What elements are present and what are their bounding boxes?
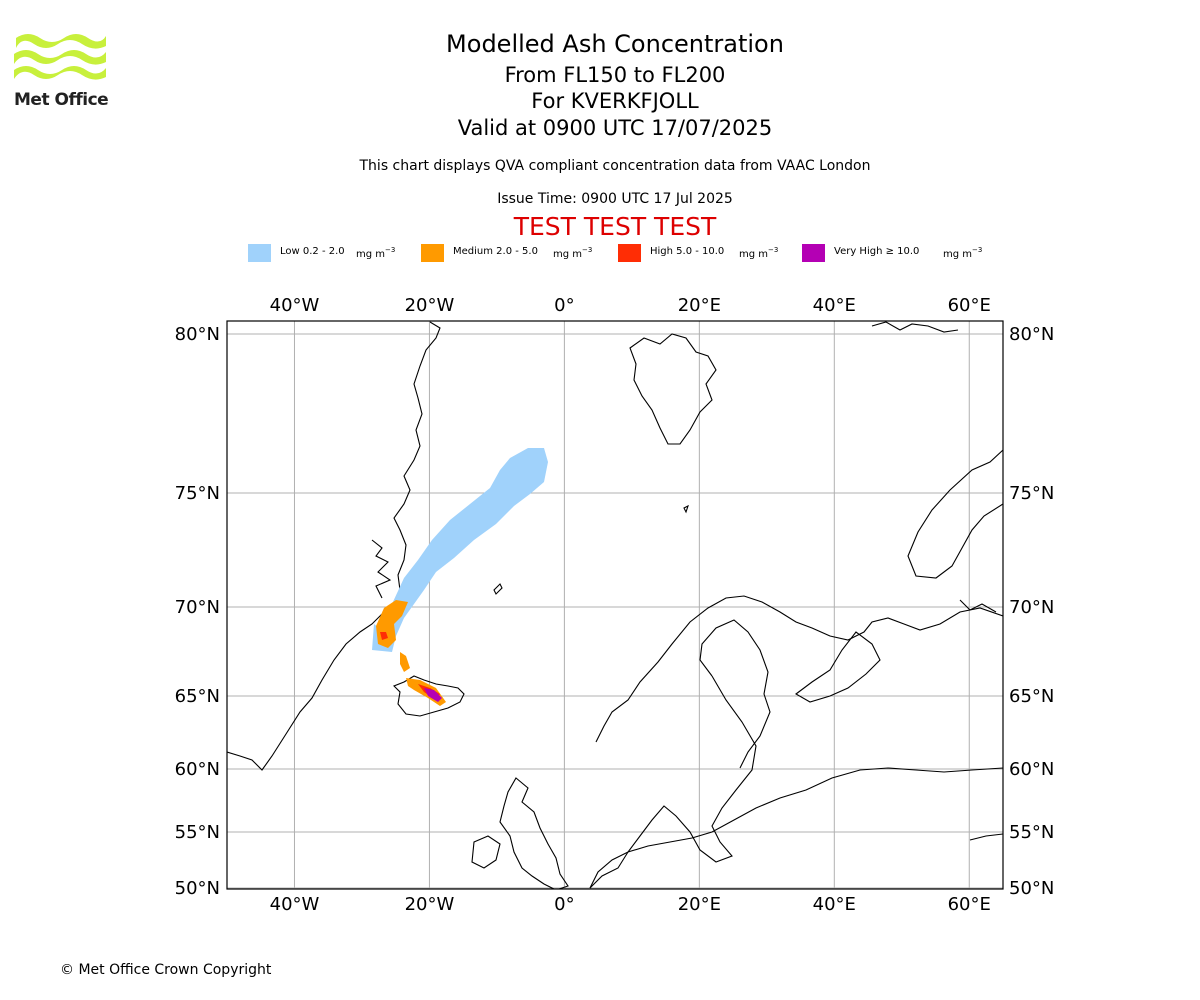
met-office-waves-icon [14, 34, 106, 80]
lat-tick-label-left: 55°N [175, 822, 220, 843]
lat-tick-label-left: 75°N [175, 483, 220, 504]
legend-unit-very-high: mg m−3 [943, 246, 983, 260]
lon-tick-label-top: 20°E [678, 295, 721, 316]
legend-swatch-low [248, 244, 271, 262]
coastline-bear-island [683, 504, 689, 514]
axis-labels: 40°W 40°W 20°W 20°W 0° 0° 20°E 20°E 40°E 40°E 60°E… [175, 295, 1055, 915]
lat-tick-label-right: 50°N [1009, 878, 1054, 899]
coastline-continental-europe [589, 767, 1003, 889]
legend-swatch-high [618, 244, 641, 262]
lat-tick-label-left: 70°N [175, 597, 220, 618]
logo-text: Met Office [14, 90, 109, 110]
coastlines [227, 321, 1003, 889]
lon-tick-label-bottom: 20°W [405, 894, 455, 915]
lon-tick-label-bottom: 0° [554, 894, 574, 915]
lon-tick-label-bottom: 40°W [270, 894, 320, 915]
copyright-notice: © Met Office Crown Copyright [60, 962, 272, 978]
flight-level-range: From FL150 to FL200 [504, 63, 726, 87]
chart-title: Modelled Ash Concentration [446, 30, 784, 58]
legend-swatch-very-high [802, 244, 825, 262]
met-office-logo: Met Office [14, 30, 109, 112]
ash-plume [372, 448, 548, 706]
coastline-jan-mayen [493, 583, 503, 595]
legend-unit-medium: mg m−3 [553, 246, 593, 260]
lat-tick-label-left: 60°N [175, 759, 220, 780]
lon-tick-label-bottom: 20°E [678, 894, 721, 915]
legend-unit-high: mg m−3 [739, 246, 779, 260]
lat-tick-label-right: 55°N [1009, 822, 1054, 843]
lat-tick-label-right: 75°N [1009, 483, 1054, 504]
coastline-franz-josef [871, 321, 959, 333]
coastline-iceland [393, 675, 465, 717]
lat-tick-label-left: 80°N [175, 324, 220, 345]
lon-tick-label-bottom: 40°E [813, 894, 856, 915]
lon-tick-label-top: 40°E [813, 295, 856, 316]
legend-label-high: High 5.0 - 10.0 [650, 246, 725, 257]
lat-tick-label-right: 60°N [1009, 759, 1054, 780]
lon-tick-label-top: 60°E [948, 295, 991, 316]
coastline-ireland [471, 835, 501, 869]
ash-low [372, 448, 548, 652]
coastline-svalbard [629, 333, 717, 445]
coastline-bothnia [699, 619, 771, 769]
lon-tick-label-bottom: 60°E [948, 894, 991, 915]
coastline-scandinavia [595, 595, 1003, 743]
volcano-name: For KVERKFJOLL [531, 89, 699, 113]
coastline-russia-north [907, 449, 1003, 579]
coastline-kola [795, 631, 881, 703]
coastline-british-isles [499, 777, 569, 889]
lat-tick-label-right: 65°N [1009, 686, 1054, 707]
coastline-kara [959, 599, 997, 613]
lon-tick-label-top: 20°W [405, 295, 455, 316]
coastline-sweden-finland [589, 675, 757, 889]
legend-label-medium: Medium 2.0 - 5.0 [453, 246, 538, 257]
chart-subtitle: This chart displays QVA compliant concen… [359, 158, 871, 174]
legend-label-very-high: Very High ≥ 10.0 [834, 246, 920, 257]
legend-swatch-medium [421, 244, 444, 262]
lon-tick-label-top: 40°W [270, 295, 320, 316]
concentration-legend: Low 0.2 - 2.0 mg m−3 Medium 2.0 - 5.0 mg… [0, 244, 1200, 264]
ash-very-high [424, 688, 442, 702]
lat-tick-label-right: 80°N [1009, 324, 1054, 345]
lat-tick-label-left: 65°N [175, 686, 220, 707]
graticule [227, 321, 1003, 889]
map-frame [226, 320, 1004, 890]
legend-label-low: Low 0.2 - 2.0 [280, 246, 345, 257]
test-banner: TEST TEST TEST [513, 212, 717, 241]
legend-unit-low: mg m−3 [356, 246, 396, 260]
coastline-greenland-east [371, 539, 392, 599]
valid-time: Valid at 0900 UTC 17/07/2025 [457, 116, 773, 140]
coastline-greenland [227, 321, 441, 771]
lon-tick-label-top: 0° [554, 295, 574, 316]
issue-time: Issue Time: 0900 UTC 17 Jul 2025 [497, 191, 733, 207]
lat-tick-label-left: 50°N [175, 878, 220, 899]
coastline-caspian-north [969, 833, 1003, 841]
lat-tick-label-right: 70°N [1009, 597, 1054, 618]
